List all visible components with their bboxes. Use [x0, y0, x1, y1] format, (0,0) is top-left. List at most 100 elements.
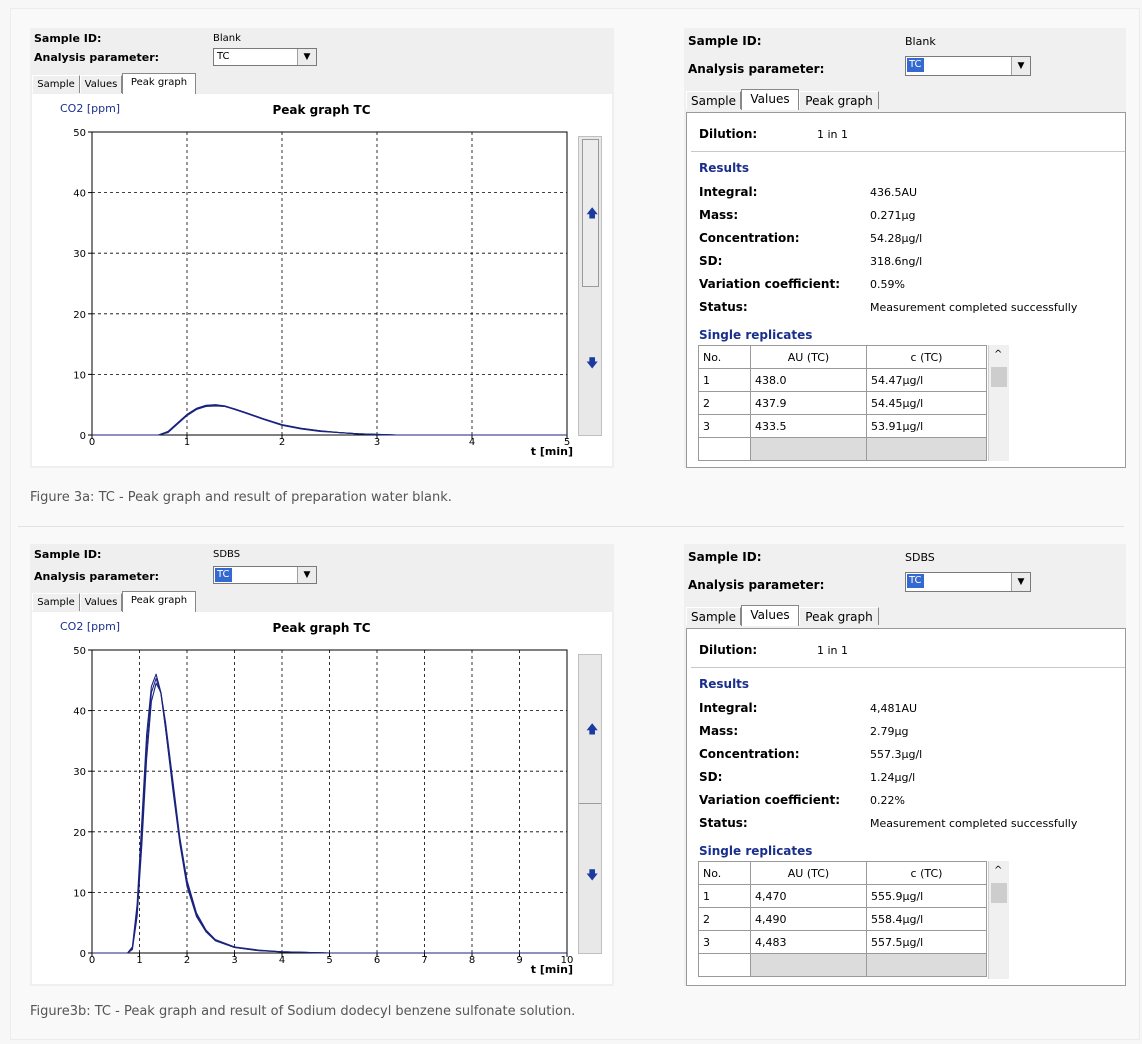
separator: [691, 667, 1125, 668]
cell-empty: [750, 953, 867, 977]
result-value-sd: 1.24µg/l: [870, 771, 916, 784]
tab-values[interactable]: Values: [741, 605, 799, 626]
result-value-integral: 436.5AU: [870, 186, 918, 199]
table-row[interactable]: 3 433.5 53.91µg/l: [698, 414, 987, 438]
scroll-thumb[interactable]: [991, 367, 1007, 387]
table-row[interactable]: 2 437.9 54.45µg/l: [698, 391, 987, 415]
tab-sample[interactable]: Sample: [32, 593, 80, 611]
tab-peak-graph[interactable]: Peak graph: [799, 91, 879, 109]
cell-au: 4,490: [750, 907, 867, 931]
peak-graph-panel: Sample ID: Blank Analysis parameter: TC …: [30, 28, 614, 468]
results-title: Results: [699, 677, 750, 691]
analysis-parameter-label: Analysis parameter:: [688, 578, 825, 592]
values-panel: Sample ID: SDBS Analysis parameter: TC ▼…: [684, 544, 1126, 986]
table-header-row: No. AU (TC) c (TC): [698, 861, 987, 885]
separator: [691, 151, 1125, 152]
cell-c: 53.91µg/l: [866, 414, 987, 438]
header-au: AU (TC): [750, 345, 867, 369]
table-row[interactable]: 3 4,483 557.5µg/l: [698, 930, 987, 954]
plot-frame: [91, 131, 568, 436]
x-tick-label: 0: [89, 955, 95, 966]
peak-graph-chart: 0 1 2 3 4 5 6 7 8 9 10 0 10 20 30 40 50 CO2 [ppm] Peak gra…: [60, 620, 573, 976]
figure-divider: [18, 526, 1124, 527]
dilution-label: Dilution:: [699, 643, 758, 657]
replicates-table[interactable]: No. AU (TC) c (TC) 1 438.0 54.47µg/l 2 4…: [698, 345, 987, 461]
tab-sample[interactable]: Sample: [686, 91, 741, 109]
cell-c: 54.47µg/l: [866, 368, 987, 392]
analysis-parameter-select[interactable]: TC ▼: [905, 56, 1031, 76]
result-label-integral: Integral:: [699, 185, 758, 199]
figure-caption: Figure3b: TC - Peak graph and result of …: [30, 1004, 576, 1019]
x-tick-label: 1: [184, 437, 190, 448]
chevron-down-icon[interactable]: ▼: [297, 49, 316, 65]
header-no: No.: [698, 345, 751, 369]
chevron-up-icon[interactable]: ^: [994, 349, 1003, 360]
y-tick-label: 30: [73, 249, 86, 260]
tab-values[interactable]: Values: [741, 89, 799, 110]
cell-no: 1: [698, 884, 751, 908]
cell-empty: [866, 953, 987, 977]
table-scrollbar[interactable]: ^: [988, 861, 1009, 979]
cell-empty: [750, 437, 867, 461]
analysis-parameter-value: TC: [907, 58, 924, 72]
chart-scrollbar[interactable]: 🡅 🡇: [578, 654, 602, 954]
result-label-status: Status:: [699, 816, 748, 830]
analysis-parameter-value: TC: [907, 574, 924, 588]
cell-au: 433.5: [750, 414, 867, 438]
chevron-down-icon[interactable]: ▼: [1011, 57, 1030, 75]
x-axis-label: t [min]: [531, 963, 573, 976]
analysis-parameter-select[interactable]: TC ▼: [213, 48, 317, 66]
y-axis-label: CO2 [ppm]: [60, 620, 120, 633]
tab-bar: Sample Values Peak graph: [32, 73, 332, 94]
replicates-table[interactable]: No. AU (TC) c (TC) 1 4,470 555.9µg/l 2 4…: [698, 861, 987, 977]
x-axis-label: t [min]: [531, 445, 573, 458]
x-tick-label: 4: [469, 437, 475, 448]
result-value-sd: 318.6ng/l: [870, 255, 923, 268]
table-header-row: No. AU (TC) c (TC): [698, 345, 987, 369]
chevron-down-icon[interactable]: ▼: [297, 567, 316, 583]
y-axis-label: CO2 [ppm]: [60, 102, 120, 115]
y-tick-label: 0: [80, 949, 86, 960]
tab-peak-graph[interactable]: Peak graph: [122, 73, 196, 94]
tab-bar: Sample Values Peak graph: [686, 605, 1006, 626]
scroll-thumb[interactable]: [582, 139, 599, 287]
cell-c: 54.45µg/l: [866, 391, 987, 415]
replicates-title: Single replicates: [699, 844, 813, 858]
table-row[interactable]: 1 438.0 54.47µg/l: [698, 368, 987, 392]
chart-title: Peak graph TC: [272, 621, 370, 635]
cell-au: 438.0: [750, 368, 867, 392]
x-tick-label: 8: [469, 955, 475, 966]
arrow-up-icon[interactable]: 🡅: [586, 206, 599, 220]
tab-sample[interactable]: Sample: [686, 607, 741, 625]
result-value-mass: 0.271µg: [870, 209, 916, 222]
chevron-up-icon[interactable]: ^: [994, 865, 1003, 876]
result-value-status: Measurement completed successfully: [870, 817, 1078, 830]
table-row[interactable]: 1 4,470 555.9µg/l: [698, 884, 987, 908]
tab-values[interactable]: Values: [80, 75, 122, 93]
table-row[interactable]: 2 4,490 558.4µg/l: [698, 907, 987, 931]
dilution-label: Dilution:: [699, 127, 758, 141]
peak-graph-panel: Sample ID: SDBS Analysis parameter: TC ▼…: [30, 544, 614, 986]
x-tick-label: 2: [184, 955, 190, 966]
analysis-parameter-label: Analysis parameter:: [34, 51, 160, 64]
arrow-down-icon[interactable]: 🡇: [586, 356, 599, 370]
analysis-parameter-select[interactable]: TC ▼: [905, 572, 1031, 592]
sample-id-value: Blank: [905, 35, 936, 48]
chart-scrollbar[interactable]: 🡅 🡇: [578, 136, 602, 436]
arrow-down-icon[interactable]: 🡇: [586, 868, 599, 882]
tab-peak-graph[interactable]: Peak graph: [122, 591, 196, 612]
result-value-variation: 0.22%: [870, 794, 905, 807]
table-scrollbar[interactable]: ^: [988, 345, 1009, 461]
result-value-concentration: 557.3µg/l: [870, 748, 923, 761]
y-tick-label: 50: [73, 646, 86, 657]
scroll-thumb[interactable]: [991, 883, 1007, 903]
tab-peak-graph[interactable]: Peak graph: [799, 607, 879, 625]
tab-values[interactable]: Values: [80, 593, 122, 611]
sample-id-value: Blank: [213, 33, 241, 44]
analysis-parameter-select[interactable]: TC ▼: [213, 566, 317, 584]
cell-empty: [866, 437, 987, 461]
chevron-down-icon[interactable]: ▼: [1011, 573, 1030, 591]
tab-sample[interactable]: Sample: [32, 75, 80, 93]
arrow-up-icon[interactable]: 🡅: [586, 722, 599, 736]
table-row-empty: [698, 437, 987, 461]
